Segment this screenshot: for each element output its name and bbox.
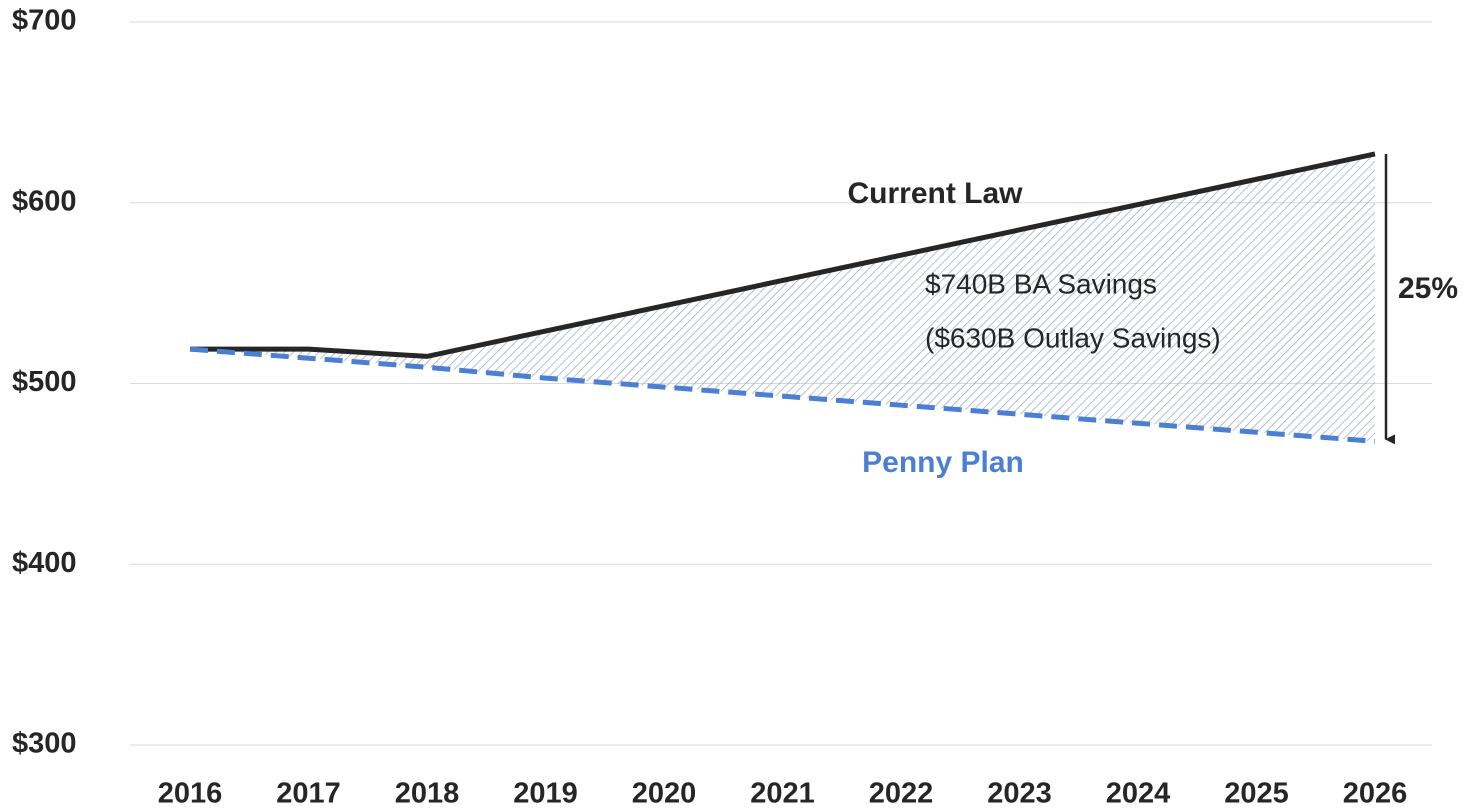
savings-area bbox=[190, 153, 1375, 442]
series-label: Penny Plan bbox=[862, 446, 1024, 479]
x-tick-label: 2021 bbox=[750, 778, 815, 810]
x-tick-label: 2016 bbox=[158, 778, 223, 810]
annotation: $740B BA Savings bbox=[925, 268, 1157, 299]
x-tick-label: 2026 bbox=[1343, 778, 1408, 810]
series-label: Current Law bbox=[847, 177, 1023, 210]
y-tick-label: $400 bbox=[12, 547, 77, 579]
x-tick-label: 2019 bbox=[513, 778, 578, 810]
x-tick-label: 2018 bbox=[395, 778, 460, 810]
annotation: ($630B Outlay Savings) bbox=[925, 322, 1221, 353]
plot-area bbox=[189, 151, 1376, 444]
x-tick-label: 2025 bbox=[1224, 778, 1289, 810]
x-tick-label: 2020 bbox=[632, 778, 697, 810]
y-tick-label: $500 bbox=[12, 366, 77, 398]
y-tick-label: $600 bbox=[12, 185, 77, 217]
x-tick-label: 2022 bbox=[869, 778, 934, 810]
x-tick-label: 2017 bbox=[276, 778, 341, 810]
series-line bbox=[189, 346, 1376, 444]
x-tick-label: 2023 bbox=[987, 778, 1052, 810]
x-tick-label: 2024 bbox=[1106, 778, 1171, 810]
y-tick-label: $300 bbox=[12, 728, 77, 760]
series-line bbox=[190, 151, 1376, 359]
y-tick-label: $700 bbox=[12, 5, 77, 37]
annotation: 25% bbox=[1398, 272, 1458, 305]
